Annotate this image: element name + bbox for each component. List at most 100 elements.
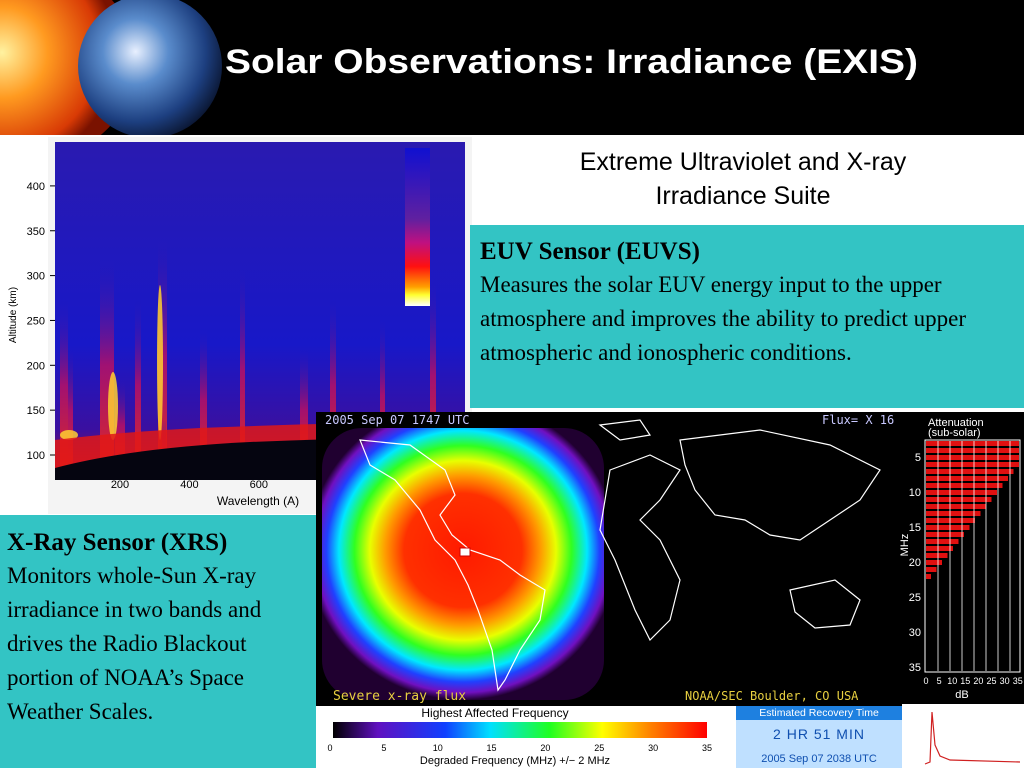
x-tick-label: 400 bbox=[180, 479, 198, 491]
x-tick-label: 0 bbox=[327, 743, 332, 753]
attenuation-bar bbox=[926, 441, 1019, 446]
x-tick-label: 0 bbox=[923, 676, 928, 686]
attenuation-bar bbox=[926, 567, 937, 572]
xrs-body: Monitors whole-Sun X-ray irradiance in t… bbox=[7, 563, 262, 724]
plot-streak bbox=[380, 320, 385, 470]
attenuation-bar bbox=[926, 539, 959, 544]
attenuation-bar bbox=[926, 518, 975, 523]
attenuation-bar bbox=[926, 469, 1014, 474]
slide-title: Solar Observations: Irradiance (EXIS) bbox=[225, 43, 918, 81]
attenuation-bar bbox=[926, 511, 981, 516]
map-status: Severe x-ray flux bbox=[333, 689, 466, 704]
flux-trace bbox=[924, 711, 1021, 765]
frequency-colorbar bbox=[333, 722, 707, 738]
frequency-title: Highest Affected Frequency bbox=[421, 706, 568, 720]
y-tick-label: 250 bbox=[27, 315, 45, 327]
x-tick-label: 25 bbox=[986, 676, 996, 686]
map-source: NOAA/SEC Boulder, CO USA bbox=[685, 689, 859, 703]
y-tick-label: 150 bbox=[27, 405, 45, 417]
attenuation-bar bbox=[926, 553, 948, 558]
recovery-title: Estimated Recovery Time bbox=[759, 707, 879, 719]
attenuation-bar bbox=[926, 546, 953, 551]
earth bbox=[78, 0, 222, 135]
recovery-duration: 2 HR 51 MIN bbox=[773, 726, 865, 742]
euvs-body: Measures the solar EUV energy input to t… bbox=[480, 272, 967, 365]
subsolar-marker bbox=[459, 547, 471, 557]
attenuation-bar bbox=[926, 574, 931, 579]
attenuation-bar bbox=[926, 525, 970, 530]
xrs-text: X-Ray Sensor (XRS) Monitors whole-Sun X-… bbox=[7, 527, 313, 729]
attenuation-bar bbox=[926, 504, 986, 509]
plot-streak bbox=[68, 350, 73, 470]
x-tick-label: 5 bbox=[381, 743, 386, 753]
attenuation-bar bbox=[926, 532, 964, 537]
y-tick-label: 300 bbox=[27, 271, 45, 283]
x-tick-label: 30 bbox=[648, 743, 658, 753]
x-tick-label: 15 bbox=[960, 676, 970, 686]
coast-europe-africa bbox=[599, 454, 681, 642]
x-tick-label: 15 bbox=[487, 743, 497, 753]
frequency-label: Degraded Frequency (MHz) +/− 2 MHz bbox=[420, 755, 610, 767]
subtitle-line: Extreme Ultraviolet and X-ray bbox=[580, 148, 907, 176]
recovery-time: 2005 Sep 07 2038 UTC bbox=[761, 753, 877, 765]
y-tick-label: 350 bbox=[27, 226, 45, 238]
y-tick-label: 25 bbox=[909, 592, 921, 604]
map-flux: Flux= X 16 bbox=[822, 413, 894, 427]
euvs-box bbox=[470, 225, 1024, 408]
y-tick-label: 20 bbox=[909, 557, 921, 569]
x-tick-label: 35 bbox=[702, 743, 712, 753]
y-axis-label: Altitude (km) bbox=[8, 287, 19, 343]
plot-hotspot bbox=[60, 430, 78, 440]
plot-streak bbox=[115, 380, 125, 470]
subtitle-line: Irradiance Suite bbox=[655, 182, 830, 210]
coast-americas bbox=[359, 439, 546, 692]
plot-ticks: 100 150 200 250 300 350 400 200 400 600 bbox=[27, 181, 268, 491]
coastlines bbox=[359, 419, 881, 692]
header-art bbox=[0, 0, 222, 135]
x-axis-label: Wavelength (A) bbox=[217, 494, 299, 508]
x-tick-label: 200 bbox=[111, 479, 129, 491]
x-tick-label: 20 bbox=[540, 743, 550, 753]
xrs-heading: X-Ray Sensor (XRS) bbox=[7, 529, 228, 556]
attenuation-bar bbox=[926, 476, 1008, 481]
plot-hotspot bbox=[108, 372, 118, 440]
y-tick-label: 30 bbox=[909, 627, 921, 639]
y-tick-label: 100 bbox=[27, 450, 45, 462]
euvs-heading: EUV Sensor (EUVS) bbox=[480, 238, 700, 265]
plot-streak bbox=[60, 300, 68, 470]
x-tick-label: 5 bbox=[937, 676, 942, 686]
plot-streak bbox=[430, 280, 436, 470]
attenuation-title: Attenuation bbox=[928, 417, 984, 429]
subtitle: Extreme Ultraviolet and X-ray Irradiance … bbox=[580, 148, 907, 210]
attenuation-bar bbox=[926, 462, 1019, 467]
attenuation-bar bbox=[926, 490, 997, 495]
attenuation-x-label: dB bbox=[955, 689, 968, 701]
x-tick-label: 10 bbox=[433, 743, 443, 753]
plot-streaks bbox=[60, 240, 436, 470]
y-tick-label: 10 bbox=[909, 487, 921, 499]
plot-streak bbox=[240, 270, 245, 470]
plot-hotspot bbox=[157, 285, 163, 440]
map-timestamp: 2005 Sep 07 1747 UTC bbox=[325, 413, 470, 427]
flux-glow bbox=[322, 428, 604, 700]
xrs-box bbox=[0, 515, 316, 768]
x-tick-label: 30 bbox=[1000, 676, 1010, 686]
coast-greenland bbox=[598, 419, 652, 441]
coast-asia bbox=[679, 429, 881, 541]
y-tick-label: 5 bbox=[915, 452, 921, 464]
x-tick-label: 35 bbox=[1013, 676, 1023, 686]
attenuation-bar bbox=[926, 455, 1019, 460]
x-tick-label: 10 bbox=[947, 676, 957, 686]
attenuation-bar bbox=[926, 483, 1003, 488]
attenuation-bar bbox=[926, 448, 1019, 453]
attenuation-bar bbox=[926, 497, 992, 502]
attenuation-subtitle: (sub-solar) bbox=[928, 427, 981, 439]
frequency-ticks: 0 5 10 15 20 25 30 35 bbox=[327, 743, 711, 753]
coast-australia bbox=[789, 579, 861, 629]
y-tick-label: 15 bbox=[909, 522, 921, 534]
x-tick-label: 600 bbox=[250, 479, 268, 491]
